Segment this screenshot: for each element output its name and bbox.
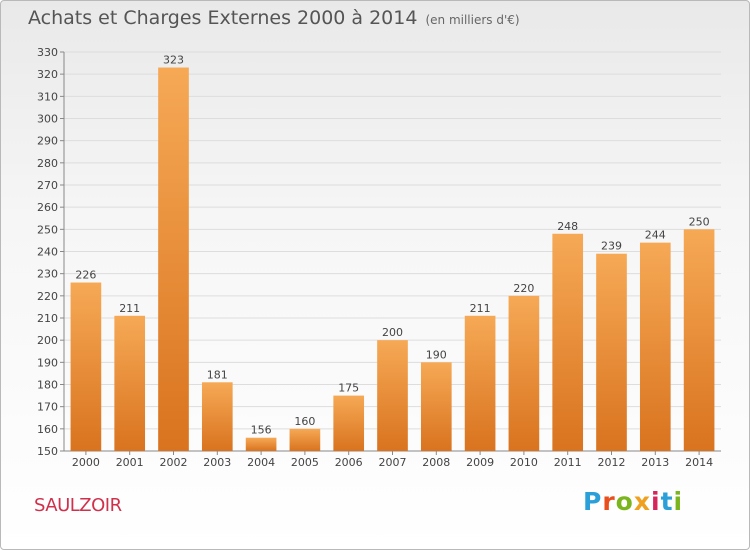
- logo-letter: t: [660, 487, 674, 516]
- bar-2010: [508, 295, 540, 451]
- value-label-2005: 160: [294, 415, 315, 428]
- value-label-2014: 250: [689, 215, 710, 228]
- chart-subtitle: (en milliers d'€): [425, 13, 520, 27]
- x-tick-label: 2006: [335, 456, 363, 469]
- bar-2001: [114, 315, 146, 451]
- value-label-2008: 190: [426, 348, 447, 361]
- y-tick-label: 310: [37, 90, 58, 103]
- bar-2003: [201, 382, 233, 451]
- x-tick-label: 2010: [510, 456, 538, 469]
- y-tick-label: 240: [37, 246, 58, 259]
- y-tick-label: 150: [37, 445, 58, 458]
- logo-letter: i: [673, 487, 684, 516]
- y-tick-label: 330: [37, 46, 58, 59]
- proxiti-logo: Proxiti: [583, 487, 683, 516]
- y-tick-label: 170: [37, 401, 58, 414]
- value-label-2003: 181: [207, 368, 228, 381]
- value-label-2002: 323: [163, 54, 184, 67]
- y-tick-label: 300: [37, 113, 58, 126]
- bar-2007: [377, 340, 408, 451]
- y-tick-label: 200: [37, 334, 58, 347]
- x-tick-label: 2008: [422, 456, 450, 469]
- bar-2008: [420, 362, 452, 451]
- place-name: SAULZOIR: [34, 495, 122, 516]
- value-label-2011: 248: [557, 220, 578, 233]
- data-labels: 226 211 323 181 156 160 175 200 190 211 220 248 239 2…: [75, 54, 709, 437]
- logo-letter: i: [651, 487, 661, 516]
- logo-letter: x: [633, 487, 651, 516]
- y-tick-label: 220: [37, 290, 58, 303]
- bar-2012: [596, 253, 627, 451]
- y-tick-label: 290: [37, 135, 58, 148]
- bar-2006: [333, 395, 365, 451]
- logo-letter: P: [583, 487, 603, 516]
- y-tick-label: 180: [37, 379, 58, 392]
- x-tick-label: 2001: [116, 456, 144, 469]
- x-tick-label: 2014: [685, 456, 713, 469]
- y-tick-label: 210: [37, 312, 58, 325]
- bar-2000: [70, 282, 102, 451]
- x-tick-label: 2007: [379, 456, 407, 469]
- value-label-2012: 239: [601, 240, 622, 253]
- chart-title: Achats et Charges Externes 2000 à 2014 (e…: [28, 7, 520, 29]
- bar-2002: [158, 67, 189, 452]
- y-tick-label: 230: [37, 268, 58, 281]
- x-tick-label: 2012: [598, 456, 626, 469]
- x-tick-label: 2000: [72, 456, 100, 469]
- x-tick-label: 2004: [247, 456, 275, 469]
- bar-2014: [683, 229, 715, 451]
- y-tick-label: 270: [37, 179, 58, 192]
- value-label-2009: 211: [470, 302, 491, 315]
- bar-2009: [464, 315, 496, 451]
- y-tick-label: 260: [37, 201, 58, 214]
- x-tick-label: 2011: [554, 456, 582, 469]
- y-tick-label: 280: [37, 157, 58, 170]
- value-label-2013: 244: [645, 229, 666, 242]
- logo-letter: r: [602, 487, 616, 516]
- y-tick-label: 190: [37, 356, 58, 369]
- bar-2011: [552, 233, 584, 451]
- bars: [70, 67, 715, 452]
- value-label-2006: 175: [338, 382, 359, 395]
- bar-2004: [245, 437, 277, 451]
- value-label-2000: 226: [75, 269, 96, 282]
- y-tick-label: 160: [37, 423, 58, 436]
- x-tick-label: 2005: [291, 456, 319, 469]
- y-tick-label: 250: [37, 223, 58, 236]
- value-label-2001: 211: [119, 302, 140, 315]
- logo-letter: o: [615, 487, 634, 516]
- y-tick-label: 320: [37, 68, 58, 81]
- bar-2013: [639, 242, 671, 451]
- value-label-2007: 200: [382, 326, 403, 339]
- bar-2005: [289, 428, 321, 451]
- value-label-2010: 220: [513, 282, 534, 295]
- x-tick-label: 2009: [466, 456, 494, 469]
- value-label-2004: 156: [251, 424, 272, 437]
- chart-title-text: Achats et Charges Externes 2000 à 2014: [28, 7, 418, 29]
- x-tick-label: 2002: [160, 456, 188, 469]
- x-tick-label: 2013: [641, 456, 669, 469]
- x-tick-label: 2003: [203, 456, 231, 469]
